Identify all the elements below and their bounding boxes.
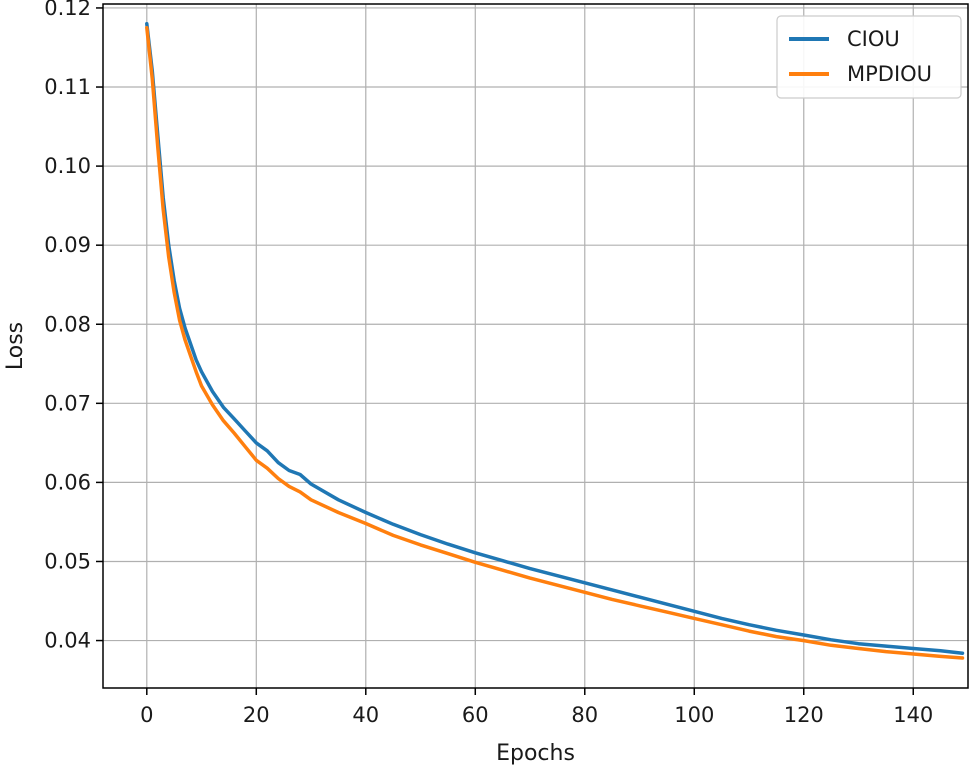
- y-tick-label: 0.10: [44, 154, 91, 178]
- y-tick-label: 0.06: [44, 470, 91, 494]
- legend-box: [776, 15, 962, 99]
- series-line-ciou: [145, 22, 965, 655]
- y-tick-label: 0.05: [44, 549, 91, 573]
- ticks: 0 20 40 60 80 100 120 140 0.04 0.05 0.06 0.07 0.08 0.…: [44, 0, 933, 727]
- y-tick-label: 0.07: [44, 391, 91, 415]
- y-axis-title: Loss: [3, 322, 28, 370]
- y-tick-label: 0.11: [44, 75, 91, 99]
- grid: [103, 4, 968, 688]
- x-tick-label: 100: [674, 703, 714, 727]
- legend-label-mpdiou: MPDIOU: [847, 62, 932, 86]
- x-tick-label: 40: [352, 703, 379, 727]
- x-tick-label: 20: [243, 703, 270, 727]
- x-tick-label: 120: [784, 703, 824, 727]
- x-tick-label: 140: [893, 703, 933, 727]
- legend: CIOU MPDIOU: [776, 15, 962, 99]
- y-tick-label: 0.09: [44, 233, 91, 257]
- x-axis-title: Epochs: [496, 741, 575, 766]
- x-tick-label: 0: [140, 703, 153, 727]
- series-layer: [145, 22, 965, 660]
- plot-frame: [102, 3, 969, 689]
- legend-label-ciou: CIOU: [847, 27, 900, 51]
- x-tick-label: 60: [462, 703, 489, 727]
- y-tick-label: 0.04: [44, 629, 91, 653]
- y-tick-label: 0.08: [44, 312, 91, 336]
- series-line-mpdiou: [145, 25, 965, 660]
- x-tick-label: 80: [571, 703, 598, 727]
- y-tick-label: 0.12: [44, 0, 91, 20]
